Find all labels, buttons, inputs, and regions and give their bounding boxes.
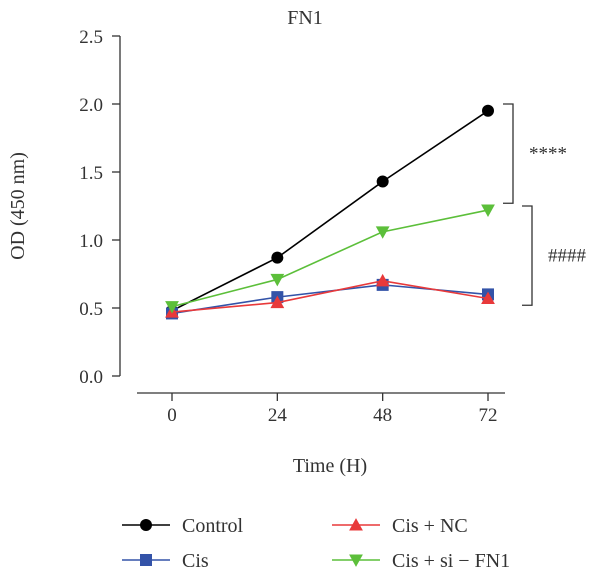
legend-marker	[349, 518, 363, 531]
legend-item-cis: Cis	[122, 550, 209, 572]
bracket-line	[522, 205, 533, 306]
y-tick-label: 0.0	[79, 367, 103, 388]
legend: Control Cis Cis + NC Cis + si − FN1	[122, 515, 510, 572]
series-line	[171, 209, 489, 308]
data-point	[482, 104, 494, 117]
legend-marker	[140, 519, 152, 531]
y-tick-label: 0.5	[79, 299, 103, 320]
series-line	[171, 284, 489, 315]
significance-label: ****	[529, 144, 567, 165]
x-tick-label: 24	[268, 405, 288, 426]
legend-label: Cis	[182, 550, 209, 572]
data-point	[165, 301, 179, 314]
legend-marker	[349, 554, 363, 567]
legend-marker	[140, 554, 152, 566]
legend-label: Control	[182, 515, 244, 537]
legend-label: Cis + si − FN1	[392, 550, 510, 572]
series-cis-si-fn1	[165, 204, 495, 314]
data-point	[271, 251, 284, 264]
series-layer	[165, 104, 495, 320]
legend-item-cis-nc: Cis + NC	[332, 515, 468, 537]
data-point	[481, 291, 495, 304]
data-point	[375, 226, 390, 239]
legend-item-cis-si-fn1: Cis + si − FN1	[332, 550, 510, 572]
x-tick-label: 48	[373, 405, 392, 426]
y-tick-label: 1.5	[79, 163, 103, 184]
chart-title: FN1	[287, 7, 323, 29]
significance-bracket: ****	[503, 103, 567, 204]
series-line	[171, 279, 489, 313]
data-point	[270, 273, 285, 287]
data-point	[481, 204, 495, 217]
significance-bracket: ####	[522, 205, 587, 306]
x-tick-label: 72	[479, 405, 498, 426]
y-ticks: 0.0 0.5 1.0 1.5 2.0 2.5	[79, 27, 120, 388]
significance-annotations: **** ####	[503, 103, 587, 306]
significance-label: ####	[548, 246, 587, 267]
data-point	[375, 273, 390, 287]
y-tick-label: 2.0	[79, 95, 103, 116]
series-cis	[166, 278, 494, 320]
legend-label: Cis + NC	[392, 515, 468, 537]
series-line	[171, 110, 489, 312]
x-axis-label: Time (H)	[293, 455, 367, 477]
x-tick-label: 0	[167, 405, 177, 426]
bracket-line	[503, 103, 514, 204]
data-point	[376, 175, 389, 188]
series-control	[166, 104, 494, 317]
legend-item-control: Control	[122, 515, 244, 537]
y-axis-label: OD (450 nm)	[7, 152, 29, 260]
y-tick-label: 2.5	[79, 27, 103, 48]
x-ticks: 0 24 48 72	[167, 393, 498, 426]
y-tick-label: 1.0	[79, 231, 103, 252]
data-point	[270, 295, 285, 309]
